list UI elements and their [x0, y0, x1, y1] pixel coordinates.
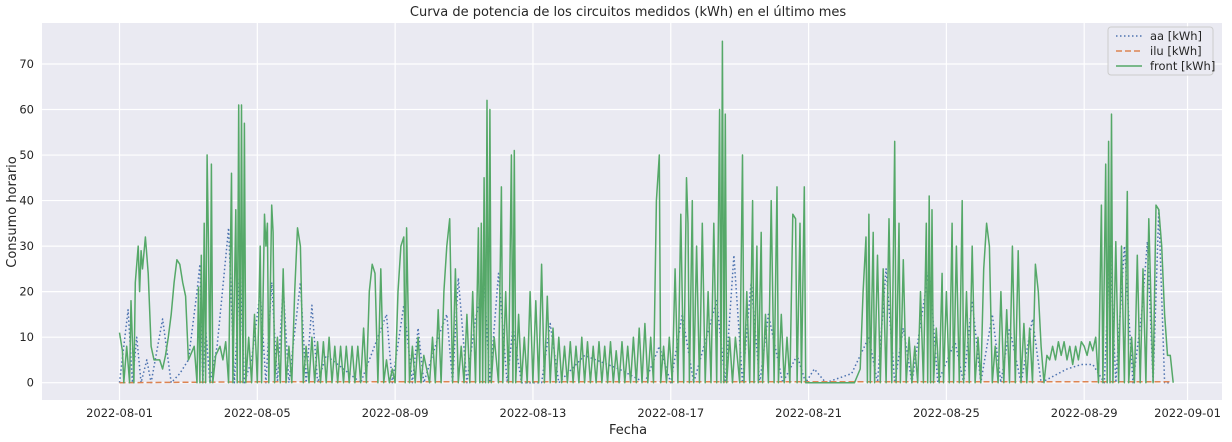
x-tick-label: 2022-08-05: [224, 406, 291, 420]
y-tick-label: 0: [27, 376, 34, 390]
series-line-2: [118, 40, 1174, 384]
legend-label: front [kWh]: [1150, 59, 1215, 73]
y-tick-label: 60: [19, 103, 34, 117]
x-tick-label: 2022-08-29: [1051, 406, 1118, 420]
chart-title: Curva de potencia de los circuitos medid…: [410, 5, 846, 20]
x-tick-label: 2022-08-13: [500, 406, 567, 420]
y-tick-label: 20: [19, 285, 34, 299]
legend-box: [1107, 26, 1214, 76]
legend: aa [kWh]ilu [kWh]front [kWh]: [1107, 26, 1215, 76]
y-tick-label: 30: [19, 239, 34, 253]
y-tick-label: 70: [19, 57, 34, 71]
legend-label: ilu [kWh]: [1150, 44, 1202, 58]
x-tick-label: 2022-08-09: [362, 406, 429, 420]
plot-area: [42, 23, 1222, 400]
legend-label: aa [kWh]: [1150, 29, 1202, 43]
x-tick-label: 2022-08-01: [86, 406, 153, 420]
x-tick-label: 2022-09-01: [1154, 406, 1221, 420]
x-tick-label: 2022-08-17: [637, 406, 704, 420]
y-axis-label: Consumo horario: [5, 156, 20, 267]
x-tick-label: 2022-08-25: [913, 406, 980, 420]
y-tick-label: 50: [19, 148, 34, 162]
axis-ticks: 2022-08-01 2022-08-05 2022-08-09 2022-08-13…: [19, 57, 1221, 420]
x-tick-label: 2022-08-21: [775, 406, 842, 420]
y-tick-label: 40: [19, 194, 34, 208]
series-lines: [118, 40, 1174, 384]
series-line-0: [118, 208, 1171, 384]
y-tick-label: 10: [19, 330, 34, 344]
x-axis-label: Fecha: [609, 423, 647, 438]
